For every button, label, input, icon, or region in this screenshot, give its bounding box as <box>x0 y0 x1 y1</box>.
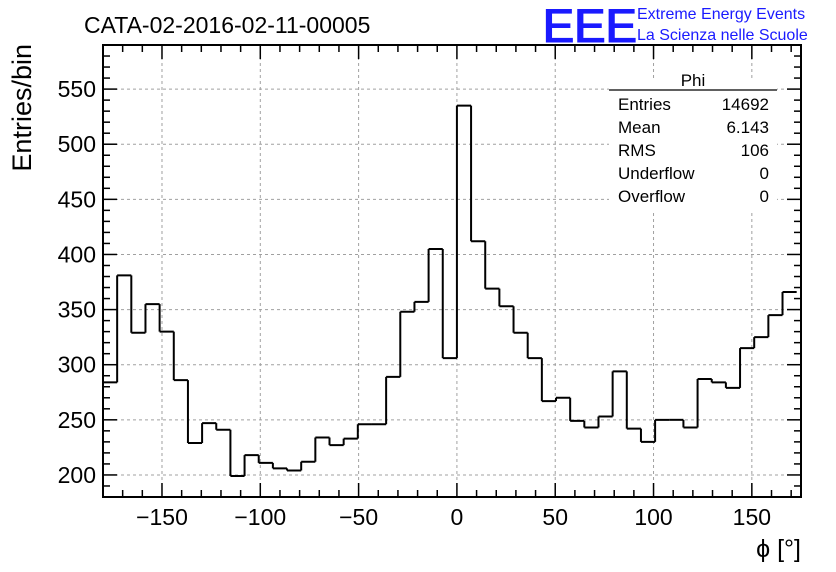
histogram-bin <box>484 241 500 290</box>
stats-label: RMS <box>618 141 656 160</box>
histogram-bin <box>753 336 769 349</box>
stats-box-background <box>609 78 777 210</box>
chart-title: CATA-02-2016-02-11-00005 <box>84 12 370 38</box>
x-tick-label: 50 <box>542 504 568 530</box>
y-tick-label: 350 <box>58 297 96 323</box>
histogram-bin <box>781 290 797 316</box>
histogram-bin <box>724 382 741 389</box>
histogram-bin <box>158 304 174 333</box>
histogram-bin <box>710 379 726 384</box>
y-tick-label: 550 <box>58 76 96 102</box>
y-axis: 200 250 300 350 400 450 500 550 <box>58 44 801 488</box>
stats-label: Overflow <box>618 187 686 206</box>
histogram-bin <box>385 375 401 425</box>
histogram-bin <box>427 247 443 302</box>
histogram-bin <box>399 310 415 377</box>
histogram-bin <box>413 300 429 312</box>
histogram-bin <box>144 303 160 333</box>
histogram-bin <box>682 419 698 429</box>
histogram-series <box>103 104 797 478</box>
x-tick-label: −100 <box>234 504 286 530</box>
histogram-bin <box>130 275 146 334</box>
histogram-bin <box>441 248 457 360</box>
histogram-bin <box>271 462 288 470</box>
stats-value: 6.143 <box>726 118 769 137</box>
y-tick-label: 200 <box>58 462 96 488</box>
histogram-bin <box>611 370 627 417</box>
eee-logo-line1: Extreme Energy Events <box>637 6 805 23</box>
histogram-bin <box>314 436 330 462</box>
y-tick-label: 400 <box>58 241 96 267</box>
y-tick-label: 250 <box>58 407 96 433</box>
histogram-bin <box>215 423 231 431</box>
stats-label: Mean <box>618 118 661 137</box>
histogram-bin <box>300 460 316 471</box>
eee-logo-mark: EEE <box>542 0 637 54</box>
x-tick-label: 0 <box>451 504 464 530</box>
stats-value: 14692 <box>722 95 769 114</box>
x-axis-label: ϕ [°] <box>756 535 801 563</box>
histogram-bin <box>172 331 188 382</box>
y-axis-label: Entries/bin <box>7 44 37 172</box>
x-axis: −150 −100 −50 0 50 100 150 <box>102 45 792 530</box>
histogram-bin <box>654 418 670 442</box>
eee-logo: EEE Extreme Energy Events La Scienza nel… <box>542 0 808 55</box>
grid-lines <box>103 45 801 497</box>
histogram-bin <box>739 347 755 388</box>
histogram-bin <box>342 437 358 446</box>
histogram-bin <box>116 274 132 383</box>
histogram-bin <box>229 429 245 478</box>
histogram-bin <box>201 422 217 443</box>
histogram-bin <box>767 314 783 338</box>
histogram-bin <box>470 105 486 243</box>
histogram-bin <box>569 397 585 422</box>
histogram-bin <box>639 428 656 443</box>
histogram-bin <box>286 468 302 472</box>
stats-value: 106 <box>741 141 769 160</box>
y-tick-label: 500 <box>58 131 96 157</box>
x-tick-label: 100 <box>634 504 672 530</box>
histogram-bin <box>540 358 557 403</box>
x-tick-label: 150 <box>733 504 771 530</box>
histogram-bin <box>625 371 641 430</box>
histogram-bin <box>512 306 528 334</box>
histogram-bin <box>328 437 344 447</box>
histogram-bin <box>243 454 259 477</box>
y-tick-label: 450 <box>58 186 96 212</box>
stats-value: 0 <box>760 187 769 206</box>
stats-value: 0 <box>760 164 769 183</box>
stats-box: Phi Entries 14692 Mean 6.143 RMS 106 Underflow… <box>609 71 777 210</box>
plot-frame <box>102 44 802 498</box>
histogram-bin <box>498 288 514 308</box>
histogram-bin <box>526 332 542 360</box>
histogram-bin <box>555 396 571 402</box>
x-tick-label: −150 <box>136 504 188 530</box>
y-tick-label: 300 <box>58 352 96 378</box>
histogram-bin <box>257 455 273 464</box>
histogram-bin <box>597 415 613 428</box>
histogram-bin <box>186 380 203 444</box>
histogram-bin <box>356 423 372 439</box>
histogram-bin <box>583 420 599 429</box>
x-tick-label: −50 <box>339 504 378 530</box>
histogram-bin <box>696 378 712 428</box>
eee-logo-line2: La Scienza nelle Scuole <box>637 27 808 44</box>
stats-label: Underflow <box>618 164 695 183</box>
stats-box-title: Phi <box>681 71 706 90</box>
stats-label: Entries <box>618 95 671 114</box>
histogram-bin <box>455 104 472 359</box>
